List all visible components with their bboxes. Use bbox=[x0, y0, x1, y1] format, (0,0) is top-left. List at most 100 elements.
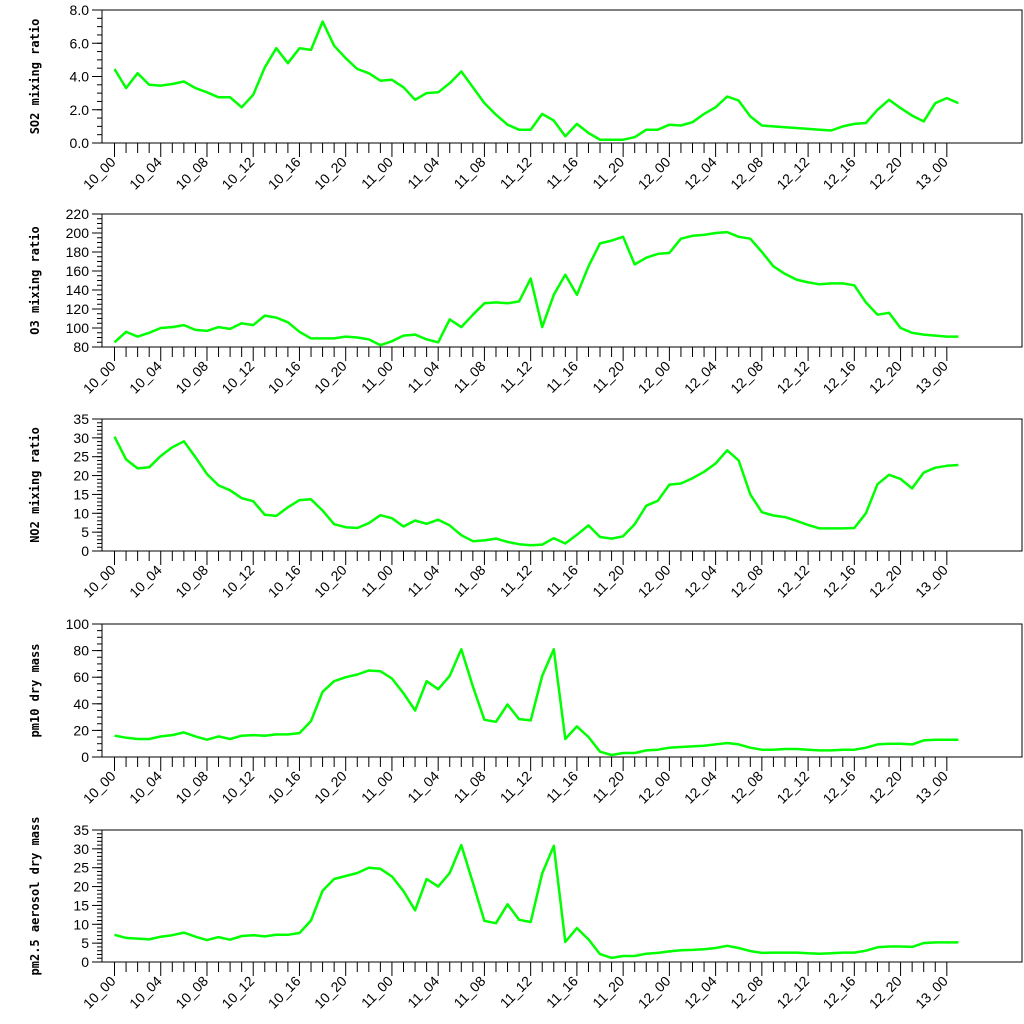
x-tick-label: 11_16 bbox=[543, 358, 581, 396]
x-tick-label: 12_20 bbox=[866, 768, 905, 807]
x-tick-label: 11_12 bbox=[497, 768, 535, 806]
x-tick-label: 11_12 bbox=[497, 358, 535, 396]
x-tick-label: 11_16 bbox=[543, 562, 581, 600]
x-tick-label: 12_20 bbox=[866, 562, 905, 601]
x-tick-label: 12_04 bbox=[681, 154, 720, 193]
x-tick-label: 10_16 bbox=[265, 154, 304, 193]
x-tick-label: 11_20 bbox=[589, 768, 627, 806]
y-tick-label: 100 bbox=[66, 320, 90, 336]
x-tick-label: 11_16 bbox=[543, 768, 581, 806]
y-tick-label: 160 bbox=[66, 263, 90, 279]
x-tick-label: 12_00 bbox=[635, 973, 674, 1012]
series-line-1 bbox=[114, 648, 959, 757]
plot-frame bbox=[101, 9, 1023, 144]
y-axis-title: NO2 mixing ratio bbox=[28, 427, 42, 543]
x-tick-label: 12_20 bbox=[866, 358, 905, 397]
x-tick-label: 10_00 bbox=[80, 358, 119, 397]
x-tick-label: 10_20 bbox=[311, 154, 350, 193]
y-tick-label: 60 bbox=[73, 669, 89, 685]
x-tick-label: 12_08 bbox=[727, 154, 766, 193]
x-tick-label: 10_08 bbox=[172, 358, 211, 397]
y-tick-label: 0 bbox=[81, 543, 89, 559]
x-tick-label: 10_12 bbox=[218, 768, 257, 807]
x-tick-label: 12_08 bbox=[727, 768, 766, 807]
x-tick-label: 11_20 bbox=[589, 358, 627, 396]
x-tick-label: 10_08 bbox=[172, 973, 211, 1012]
y-tick-label: 120 bbox=[66, 301, 90, 317]
x-tick-label: 10_12 bbox=[218, 154, 257, 193]
x-tick-label: 11_12 bbox=[497, 154, 535, 192]
x-tick-label: 11_04 bbox=[404, 358, 442, 396]
y-tick-label: 30 bbox=[73, 430, 89, 446]
x-tick-label: 10_20 bbox=[311, 358, 350, 397]
x-tick-label: 12_00 bbox=[635, 768, 674, 807]
x-tick-label: 12_16 bbox=[820, 358, 859, 397]
y-tick-label: 5 bbox=[81, 524, 89, 540]
y-tick-label: 25 bbox=[73, 860, 89, 876]
y-tick-label: 220 bbox=[66, 206, 90, 222]
y-tick-label: 0 bbox=[81, 749, 89, 765]
x-tick-label: 10_00 bbox=[80, 562, 119, 601]
x-tick-label: 12_12 bbox=[773, 562, 812, 601]
x-tick-label: 11_12 bbox=[497, 562, 535, 600]
chart-panel-2: 80 100 120 140 160 180 200 220 O3 mixing ratio 10… bbox=[28, 206, 1023, 397]
x-tick-label: 10_00 bbox=[80, 768, 119, 807]
x-tick-label: 12_00 bbox=[635, 358, 674, 397]
y-tick-label: 80 bbox=[73, 643, 89, 659]
x-tick-label: 13_00 bbox=[912, 154, 951, 193]
x-tick-label: 11_00 bbox=[358, 768, 396, 806]
x-tick-label: 12_08 bbox=[727, 562, 766, 601]
y-tick-label: 20 bbox=[73, 722, 89, 738]
x-tick-label: 10_00 bbox=[80, 154, 119, 193]
x-tick-label: 13_00 bbox=[912, 768, 951, 807]
x-tick-label: 10_20 bbox=[311, 768, 350, 807]
y-tick-label: 8.0 bbox=[70, 2, 90, 18]
x-tick-label: 11_00 bbox=[358, 973, 396, 1011]
x-tick-label: 11_00 bbox=[358, 358, 396, 396]
x-tick-label: 12_20 bbox=[866, 973, 905, 1012]
x-tick-label: 11_16 bbox=[543, 973, 581, 1011]
x-tick-label: 12_12 bbox=[773, 358, 812, 397]
x-tick-label: 12_20 bbox=[866, 154, 905, 193]
x-tick-label: 10_20 bbox=[311, 562, 350, 601]
y-tick-label: 4.0 bbox=[70, 69, 90, 85]
y-tick-label: 35 bbox=[73, 411, 89, 427]
x-tick-label: 12_16 bbox=[820, 562, 859, 601]
x-tick-label: 11_08 bbox=[450, 154, 488, 192]
plot-frame bbox=[101, 829, 1023, 963]
chart-panel-5: 0 5 10 15 20 25 30 35 pm2.5 aerosol dry mass 10_0… bbox=[28, 817, 1023, 1012]
y-tick-label: 140 bbox=[66, 282, 90, 298]
x-tick-label: 12_16 bbox=[820, 973, 859, 1012]
x-tick-label: 10_08 bbox=[172, 768, 211, 807]
series-line-1 bbox=[113, 436, 959, 547]
x-tick-label: 11_20 bbox=[589, 562, 627, 600]
x-tick-label: 12_08 bbox=[727, 973, 766, 1012]
x-tick-label: 10_04 bbox=[126, 562, 165, 601]
x-tick-label: 10_08 bbox=[172, 562, 211, 601]
plot-frame bbox=[101, 418, 1023, 552]
x-tick-label: 11_08 bbox=[450, 973, 488, 1011]
x-tick-label: 10_08 bbox=[172, 154, 211, 193]
x-tick-label: 12_04 bbox=[681, 768, 720, 807]
x-tick-label: 10_00 bbox=[80, 973, 119, 1012]
x-tick-label: 10_16 bbox=[265, 768, 304, 807]
x-tick-label: 12_12 bbox=[773, 768, 812, 807]
x-tick-label: 10_12 bbox=[218, 562, 257, 601]
series-line-1 bbox=[113, 20, 959, 141]
x-tick-label: 11_00 bbox=[358, 154, 396, 192]
y-tick-label: 0.0 bbox=[70, 135, 90, 151]
x-tick-label: 12_04 bbox=[681, 562, 720, 601]
x-tick-label: 11_08 bbox=[450, 562, 488, 600]
x-tick-label: 11_00 bbox=[358, 562, 396, 600]
x-tick-label: 11_04 bbox=[404, 562, 442, 600]
x-tick-label: 11_20 bbox=[589, 973, 627, 1011]
x-tick-label: 13_00 bbox=[912, 562, 951, 601]
chart-panel-3: 0 5 10 15 20 25 30 35 NO2 mixing ratio 10_00 10_04… bbox=[28, 411, 1023, 601]
x-tick-label: 11_04 bbox=[404, 154, 442, 192]
x-tick-label: 12_08 bbox=[727, 358, 766, 397]
y-tick-label: 0 bbox=[81, 954, 89, 970]
x-tick-label: 12_00 bbox=[635, 154, 674, 193]
x-tick-label: 11_20 bbox=[589, 154, 627, 192]
x-tick-label: 10_16 bbox=[265, 562, 304, 601]
